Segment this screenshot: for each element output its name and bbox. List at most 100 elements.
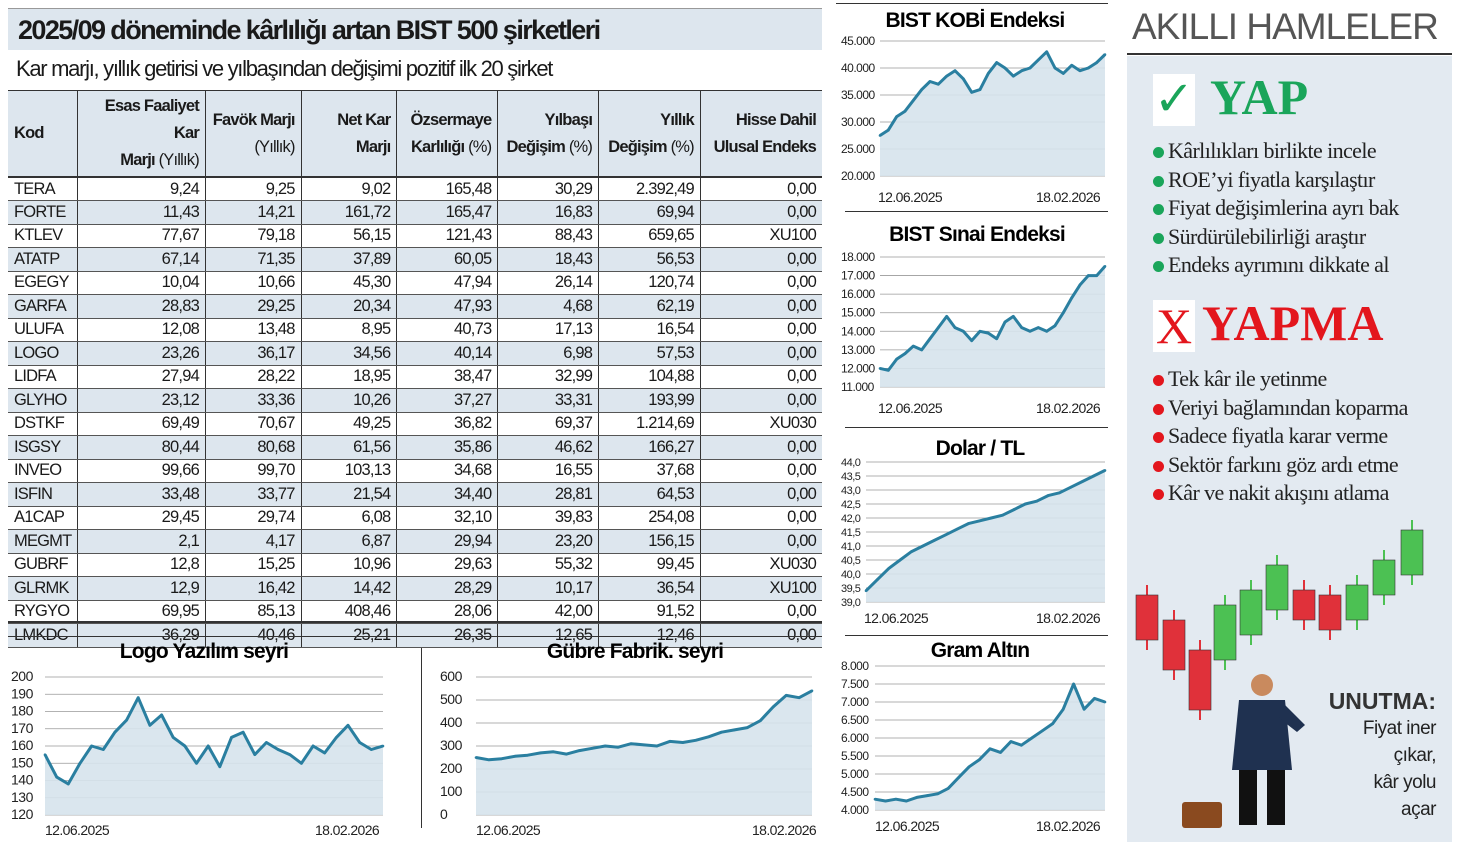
divider <box>845 427 1108 428</box>
data-point <box>1020 326 1023 329</box>
series-area <box>476 690 812 815</box>
value-cell: 8,95 <box>300 318 397 342</box>
value-cell: 99,45 <box>598 553 701 577</box>
table-row: ISGSY 80,44 80,68 61,56 35,86 46,62 166,27 0,00 <box>8 435 822 460</box>
check-box: ✓ <box>1153 74 1195 126</box>
bullet-icon <box>1153 403 1164 415</box>
data-point <box>987 331 990 335</box>
value-cell: 23,12 <box>77 388 206 413</box>
data-point <box>668 740 672 743</box>
y-tick-label: 40.000 <box>841 61 876 75</box>
column-header: Kod <box>8 90 78 178</box>
bullet-icon <box>1153 489 1164 500</box>
value-cell: 121,43 <box>396 224 498 248</box>
value-cell: 37,27 <box>396 388 498 413</box>
value-cell: 12,65 <box>497 623 599 648</box>
value-cell: 0,00 <box>699 341 822 366</box>
header-unit: (%) <box>670 137 695 156</box>
value-cell: 33,31 <box>497 388 599 413</box>
y-tick-label: 100 <box>440 783 463 799</box>
data-point <box>905 799 908 803</box>
data-point <box>864 589 868 593</box>
candle-body <box>1213 604 1237 661</box>
y-tick-label: 8.000 <box>841 659 869 673</box>
value-cell: 16,83 <box>497 200 599 225</box>
data-point <box>288 753 292 756</box>
value-cell: 29,94 <box>396 529 498 554</box>
table-row: LOGO 23,26 36,17 34,56 40,14 6,98 57,53 0,00 <box>8 341 822 366</box>
x-tick-label: 18.02.2026 <box>1036 818 1101 834</box>
value-cell: 156,15 <box>598 529 701 554</box>
value-cell: 659,65 <box>598 224 701 248</box>
chart-title: BIST Sınai Endeksi <box>889 223 1065 246</box>
data-point <box>1095 274 1098 277</box>
candle-body <box>1345 584 1369 621</box>
data-point <box>876 578 879 581</box>
do-list: Kârlılıkları birlikte incele ROE’yi fiyat… <box>1153 137 1453 280</box>
value-cell: 18,95 <box>300 365 397 389</box>
data-point <box>937 82 940 86</box>
data-point <box>810 689 814 693</box>
data-point <box>978 758 981 761</box>
page-subtitle: Kar marjı, yıllık getirisi ve yılbaşında… <box>16 56 553 81</box>
value-cell: 62,19 <box>598 294 701 319</box>
y-tick-label: 4.500 <box>841 785 869 799</box>
value-cell: 21,54 <box>300 482 397 507</box>
value-cell: 0,00 <box>699 318 822 342</box>
value-cell: 45,30 <box>300 271 397 295</box>
data-point <box>989 516 993 520</box>
y-tick-label: 39,5 <box>841 583 861 595</box>
data-point <box>300 761 303 765</box>
value-cell: 32,99 <box>497 365 599 389</box>
data-point <box>1103 264 1107 268</box>
list-item: Fiyat değişimlerina ayrı bak <box>1153 194 1453 223</box>
stock-code-cell: GLRMK <box>8 576 78 601</box>
stock-code-cell: INVEO <box>8 459 78 483</box>
data-point <box>928 337 932 341</box>
data-point <box>1020 69 1023 72</box>
value-cell: 4,17 <box>204 529 302 554</box>
value-cell: 37,68 <box>598 459 701 483</box>
value-cell: 0,00 <box>699 482 822 507</box>
x-tick-label: 18.02.2026 <box>1036 189 1101 205</box>
page-title: 2025/09 döneminde kârlılığı artan BIST 5… <box>18 15 601 45</box>
stock-code-cell: GLYHO <box>8 388 78 413</box>
value-cell: 165,48 <box>396 177 498 201</box>
value-cell: 103,13 <box>300 459 397 483</box>
bullet-icon <box>1153 204 1164 215</box>
x-tick-label: 12.06.2025 <box>864 610 929 626</box>
value-cell: 0,00 <box>699 600 822 624</box>
value-cell: 67,14 <box>77 247 206 272</box>
value-cell: 28,06 <box>396 600 498 624</box>
data-point <box>1012 315 1015 318</box>
data-point <box>1020 743 1023 747</box>
data-point <box>978 88 982 91</box>
stock-code-cell: GARFA <box>8 294 78 319</box>
data-point <box>878 367 882 370</box>
table-row: LIDFA 27,94 28,22 18,95 38,47 32,99 104,88 0,00 <box>8 365 822 389</box>
y-tick-label: 18.000 <box>841 250 876 264</box>
header-label: Değişim <box>506 137 566 156</box>
value-cell: 34,40 <box>396 482 498 507</box>
data-point <box>1028 329 1032 333</box>
y-tick-label: 0 <box>440 806 448 822</box>
y-tick-label: 140 <box>11 772 34 788</box>
businessman-illustration <box>1232 674 1305 825</box>
data-point <box>1072 682 1075 686</box>
data-point <box>1062 311 1065 315</box>
list-item-text: Endeks ayrımını dikkate al <box>1168 252 1389 277</box>
data-point <box>474 756 478 759</box>
bullet-icon <box>1153 147 1164 158</box>
page-title-bar: 2025/09 döneminde kârlılığı artan BIST 5… <box>8 8 822 50</box>
candle-body <box>1400 529 1424 576</box>
candle-body <box>1292 589 1316 621</box>
list-item-text: Sürdürülebilirliği araştır <box>1168 223 1366 249</box>
value-cell: 60,05 <box>396 247 498 272</box>
value-cell: 20,34 <box>300 294 397 319</box>
value-cell: 12,46 <box>598 623 701 648</box>
data-point <box>171 736 175 739</box>
stock-code-cell: FORTE <box>8 200 78 225</box>
x-icon: X <box>1155 298 1193 354</box>
y-tick-label: 5.000 <box>841 767 869 781</box>
value-cell: 193,99 <box>598 388 701 413</box>
